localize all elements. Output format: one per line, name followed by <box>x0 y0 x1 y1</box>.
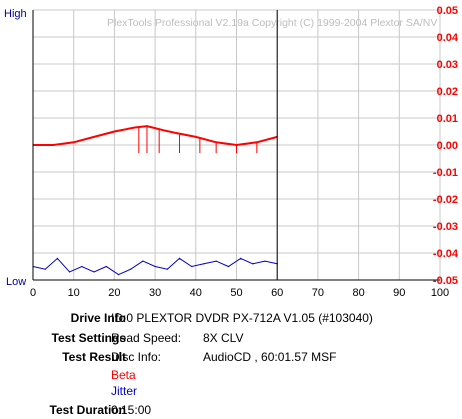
jitter-data-point <box>130 268 132 270</box>
jitter-legend: Jitter <box>111 384 138 398</box>
test-duration-value: 0:15:00 <box>111 403 152 417</box>
beta-data-point <box>162 129 164 131</box>
left-axis-low: Low <box>6 276 26 288</box>
right-axis-tick-label: -0.05 <box>433 275 458 287</box>
disc-info-label: Disc Info: <box>111 350 162 364</box>
x-axis-tick-label: 10 <box>68 287 80 299</box>
jitter-data-point <box>81 265 83 268</box>
watermark: PlexTools Professional V2.19a Copyright … <box>107 17 437 29</box>
right-axis-tick-label: 0.01 <box>437 113 458 125</box>
drive-info-value: ID:0 PLEXTOR DVDR PX-712A V1.05 (#103040… <box>111 311 373 325</box>
read-speed-label: Read Speed: <box>111 331 182 345</box>
beta-data-point <box>93 136 95 138</box>
x-axis-tick-label: 30 <box>149 287 161 299</box>
read-speed-value: 8X CLV <box>203 331 244 345</box>
jitter-data-point <box>178 257 181 259</box>
right-axis-ticks: 0.05 0.04 0.03 0.02 0.01 0.00 -0.01 -0.02 -0.03 -… <box>433 5 459 287</box>
beta-data-point <box>174 132 177 134</box>
test-settings-label: Test Settings <box>51 331 126 345</box>
beta-data-point <box>195 136 197 138</box>
jitter-data-point <box>69 271 71 273</box>
jitter-data-point <box>166 268 168 270</box>
x-axis-tick-label: 50 <box>230 287 242 299</box>
jitter-data-point <box>215 260 217 262</box>
beta-data-point <box>113 130 115 133</box>
jitter-data-point <box>117 274 120 276</box>
x-axis-tick-label: 80 <box>352 287 364 299</box>
drive-info-label: Drive Info <box>70 311 126 325</box>
jitter-data-point <box>264 260 266 262</box>
jitter-data-point <box>203 263 205 265</box>
right-axis-tick-label: -0.01 <box>433 167 458 179</box>
chart: PlexTools Professional V2.19a Copyright … <box>4 5 459 299</box>
left-axis-high: High <box>4 8 27 20</box>
x-axis-tick-label: 40 <box>190 287 202 299</box>
right-axis-tick-label: -0.03 <box>433 221 458 233</box>
jitter-data-point <box>191 265 193 268</box>
jitter-data-point <box>239 257 242 259</box>
right-axis-tick-label: 0.03 <box>437 59 458 71</box>
jitter-data-point <box>105 265 107 268</box>
jitter-data-point <box>227 265 229 268</box>
x-axis-tick-label: 0 <box>30 287 36 299</box>
jitter-data-point <box>93 271 95 273</box>
beta-series-line <box>33 125 278 147</box>
x-axis-tick-label: 100 <box>431 287 449 299</box>
disc-info-value: AudioCD , 60:01.57 MSF <box>203 350 337 364</box>
beta-data-point <box>52 144 54 146</box>
x-axis-ticks: 0 10 20 30 40 50 60 70 80 90 100 <box>30 287 449 299</box>
x-axis-tick-label: 60 <box>271 287 283 299</box>
x-axis-tick-label: 90 <box>393 287 405 299</box>
jitter-data-point <box>252 263 254 265</box>
jitter-data-point <box>44 268 46 270</box>
beta-data-point <box>134 126 136 129</box>
right-axis-tick-label: 0.05 <box>437 5 458 17</box>
test-result-label: Test Result <box>62 350 126 364</box>
test-duration-label: Test Duration <box>49 403 126 417</box>
jitter-data-point <box>154 265 156 268</box>
right-axis-tick-label: -0.02 <box>433 194 458 206</box>
beta-legend: Beta <box>111 368 136 382</box>
right-axis-tick-label: -0.04 <box>433 248 459 260</box>
right-axis-tick-label: 0.04 <box>437 32 459 44</box>
x-axis-tick-label: 70 <box>312 287 324 299</box>
jitter-data-point <box>56 257 59 259</box>
jitter-data-point <box>142 260 144 262</box>
right-axis-tick-label: 0.02 <box>437 86 458 98</box>
x-axis-tick-label: 20 <box>108 287 120 299</box>
series-layer <box>32 125 278 276</box>
beta-data-point <box>73 141 75 143</box>
right-axis-tick-label: 0.00 <box>437 140 458 152</box>
